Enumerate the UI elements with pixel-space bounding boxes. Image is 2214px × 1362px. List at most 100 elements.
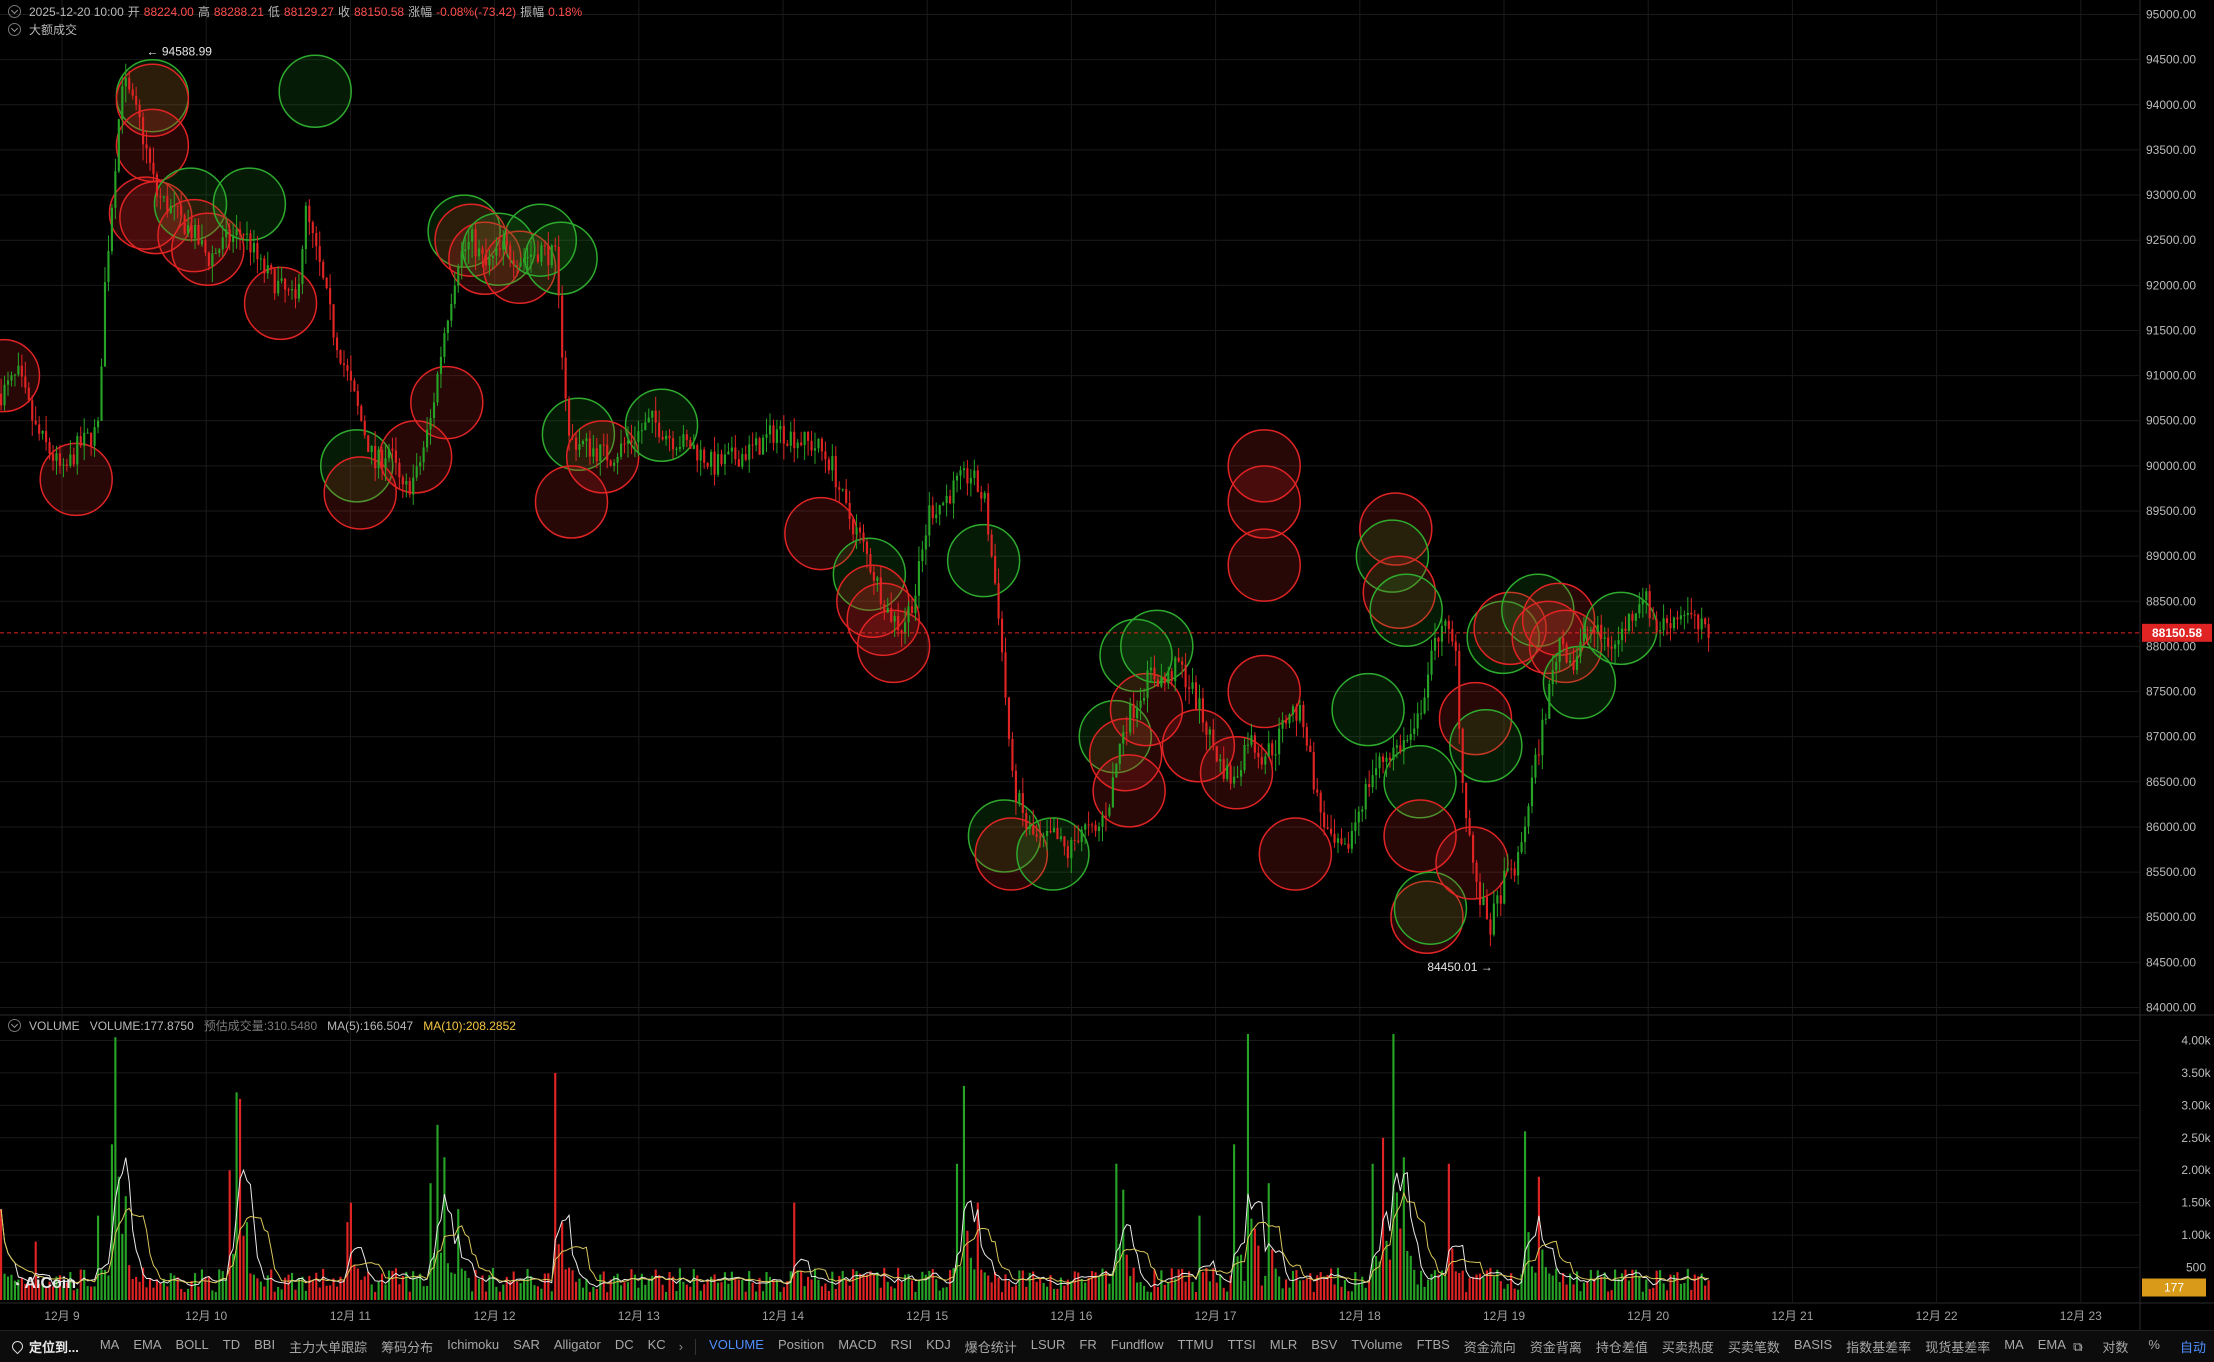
sub-indicator-12[interactable]: BSV: [1311, 1337, 1338, 1352]
candle-body: [980, 491, 983, 499]
volume-bar: [1281, 1288, 1284, 1300]
main-indicator-1[interactable]: EMA: [133, 1337, 162, 1352]
volume-bar: [758, 1277, 761, 1300]
candle-body: [928, 505, 931, 536]
candle-body: [786, 443, 789, 446]
chevron-right-icon[interactable]: ›: [678, 1339, 684, 1354]
candle-body: [135, 95, 138, 105]
volume-bar: [713, 1274, 716, 1300]
main-indicator-11[interactable]: KC: [647, 1337, 666, 1352]
main-indicator-2[interactable]: BOLL: [175, 1337, 209, 1352]
candle-body: [1472, 834, 1475, 863]
collapse-chevron-icon[interactable]: [8, 1019, 21, 1032]
volume-bar: [1291, 1270, 1295, 1300]
collapse-chevron-icon[interactable]: [8, 23, 21, 36]
candle-body: [907, 606, 910, 623]
candle-body: [249, 233, 252, 253]
volume-bar: [488, 1275, 491, 1300]
volume-bar: [855, 1271, 858, 1300]
candle-body: [1208, 729, 1211, 735]
sub-indicator-13[interactable]: TVolume: [1351, 1337, 1403, 1352]
sub-indicator-17[interactable]: 持仓差值: [1595, 1340, 1648, 1355]
sub-indicator-10[interactable]: TTSI: [1227, 1337, 1256, 1352]
candle-body: [356, 391, 359, 407]
volume-bar: [1125, 1254, 1128, 1300]
sub-indicator-3[interactable]: RSI: [890, 1337, 913, 1352]
candle-body: [1607, 637, 1610, 647]
sub-indicator-1[interactable]: Position: [777, 1337, 825, 1352]
sub-indicator-15[interactable]: 资金流向: [1463, 1340, 1516, 1355]
candle-body: [1700, 618, 1703, 630]
candle-body: [1430, 650, 1433, 675]
sub-indicator-7[interactable]: FR: [1079, 1337, 1097, 1352]
volume-bar: [710, 1276, 713, 1300]
sub-indicator-5[interactable]: 爆仓统计: [964, 1340, 1017, 1355]
candle-body: [62, 464, 65, 466]
collapse-chevron-icon[interactable]: [8, 5, 21, 18]
main-indicator-4[interactable]: BBI: [254, 1337, 276, 1352]
main-indicator-9[interactable]: Alligator: [553, 1337, 601, 1352]
sub-indicator-2[interactable]: MACD: [838, 1337, 877, 1352]
volume-bar: [107, 1275, 110, 1300]
main-indicator-0[interactable]: MA: [99, 1337, 120, 1352]
candle-body: [716, 454, 720, 475]
volume-bar: [55, 1276, 58, 1300]
volume-bar: [1638, 1275, 1641, 1300]
main-indicator-6[interactable]: 筹码分布: [381, 1340, 434, 1355]
main-indicator-5[interactable]: 主力大单跟踪: [289, 1340, 368, 1355]
sub-indicator-11[interactable]: MLR: [1269, 1337, 1298, 1352]
volume-bar: [464, 1270, 467, 1300]
sub-indicator-22[interactable]: 现货基差率: [1925, 1340, 1991, 1355]
candle-body: [1125, 732, 1128, 734]
volume-bar: [1097, 1276, 1101, 1300]
edit-icon[interactable]: ⧉: [2073, 1338, 2083, 1354]
scale-option-list: 对数% 自动: [2102, 1337, 2206, 1356]
volume-bar: [65, 1282, 68, 1300]
candle-body: [879, 577, 882, 604]
sub-indicator-16[interactable]: 资金背离: [1529, 1340, 1582, 1355]
sub-indicator-14[interactable]: FTBS: [1416, 1337, 1450, 1352]
candle-body: [1042, 835, 1045, 838]
volume-bar: [1260, 1285, 1263, 1300]
sub-indicator-23[interactable]: MA: [2004, 1337, 2024, 1352]
volume-bar: [1534, 1272, 1537, 1300]
candle-body: [789, 431, 792, 446]
time-tick-label: 12月 14: [762, 1309, 804, 1323]
sub-indicator-24[interactable]: EMA: [2037, 1337, 2066, 1352]
volume-bar: [1167, 1282, 1170, 1300]
volume-bar: [827, 1291, 830, 1300]
sub-indicator-20[interactable]: BASIS: [1793, 1337, 1833, 1352]
locate-button[interactable]: 定位到...: [9, 1337, 79, 1356]
sub-indicator-9[interactable]: TTMU: [1177, 1337, 1214, 1352]
sub-indicator-4[interactable]: KDJ: [926, 1337, 951, 1352]
scale-option-2[interactable]: 自动: [2179, 1340, 2206, 1355]
candle-body: [183, 215, 186, 234]
sub-indicator-18[interactable]: 买卖热度: [1661, 1340, 1714, 1355]
volume-bar: [218, 1269, 221, 1300]
sub-indicator-6[interactable]: LSUR: [1030, 1337, 1066, 1352]
candle-body: [318, 246, 321, 262]
sub-indicator-19[interactable]: 买卖笔数: [1727, 1340, 1780, 1355]
sub-indicator-8[interactable]: Fundflow: [1110, 1337, 1164, 1352]
candle-body: [775, 429, 778, 443]
volume-bar: [394, 1268, 397, 1300]
scale-option-0[interactable]: 对数: [2102, 1340, 2129, 1355]
main-indicator-10[interactable]: DC: [614, 1337, 634, 1352]
volume-bar: [491, 1268, 494, 1300]
main-indicator-7[interactable]: Ichimoku: [447, 1337, 500, 1352]
volume-bar: [574, 1281, 578, 1300]
volume-bar: [1191, 1281, 1194, 1300]
candle-body: [218, 249, 221, 254]
scale-option-1[interactable]: %: [2148, 1337, 2160, 1352]
candle-body: [1052, 827, 1056, 833]
sub-indicator-0[interactable]: VOLUME: [709, 1337, 764, 1352]
volume-bar: [290, 1273, 294, 1300]
candle-body: [1257, 752, 1260, 758]
chevron-right-icon[interactable]: ›: [2078, 1339, 2084, 1354]
volume-tick-label: 1.00k: [2181, 1228, 2211, 1242]
volume-bar: [214, 1292, 217, 1300]
main-indicator-8[interactable]: SAR: [513, 1337, 540, 1352]
main-indicator-3[interactable]: TD: [222, 1337, 241, 1352]
sub-indicator-21[interactable]: 指数基差率: [1846, 1340, 1912, 1355]
